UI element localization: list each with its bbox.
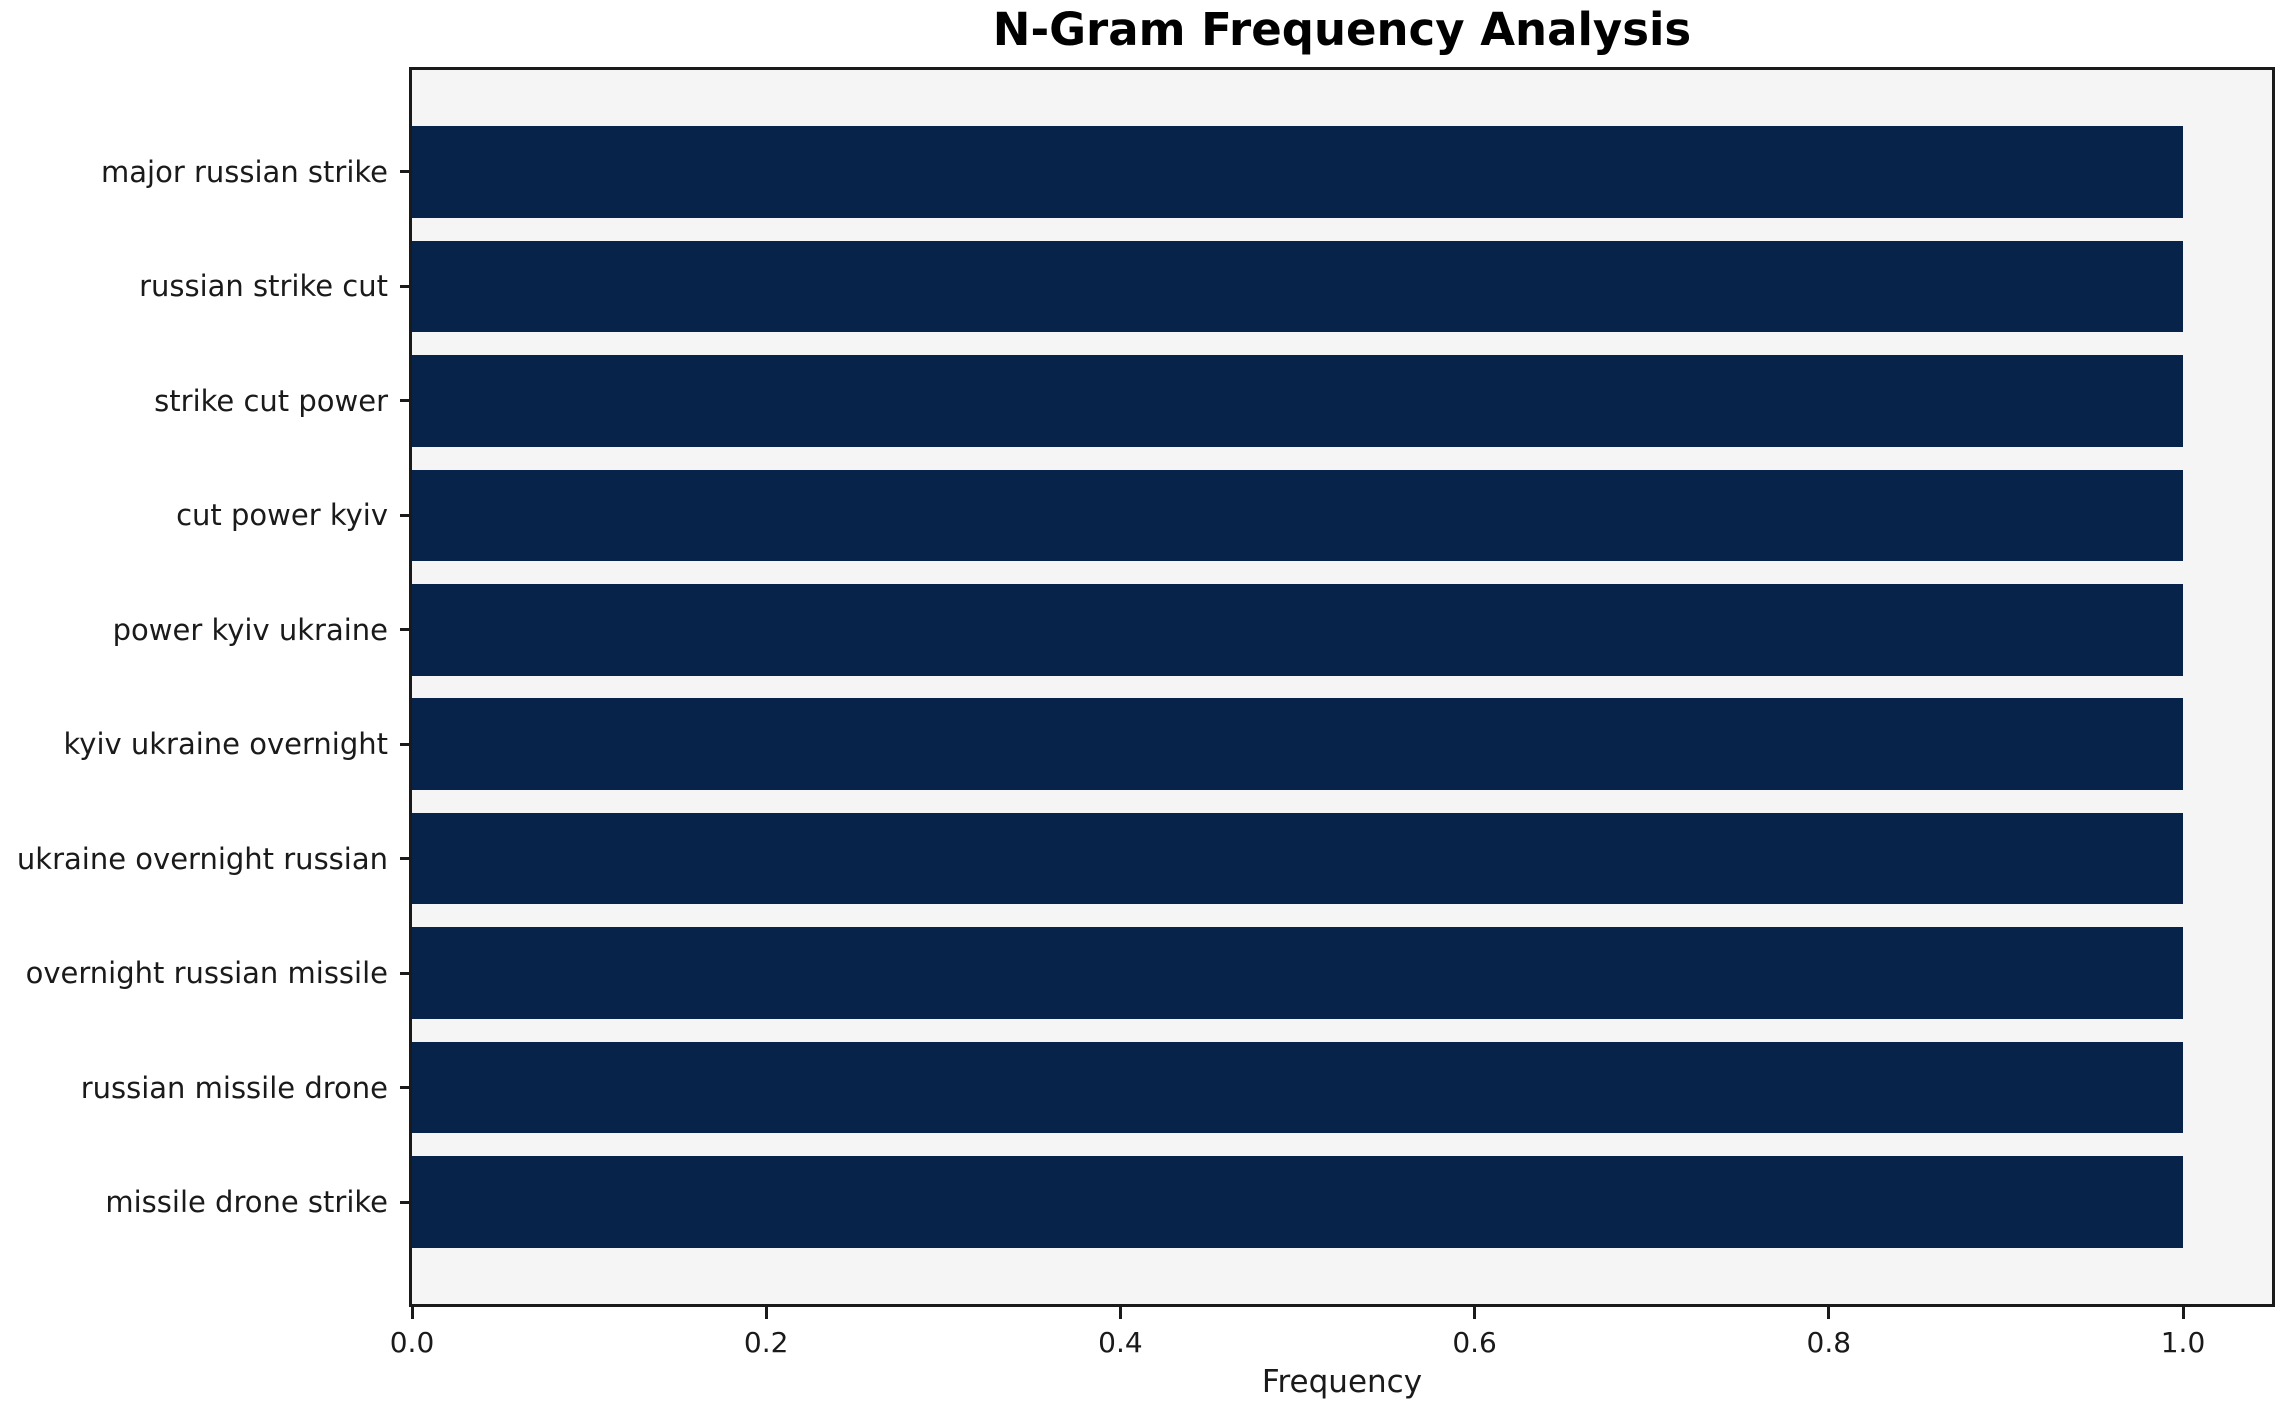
x-tick-label: 0.4 <box>1098 1326 1143 1359</box>
y-tick-label: strike cut power <box>154 383 388 418</box>
x-tick-mark <box>1827 1307 1831 1319</box>
x-tick-mark <box>2181 1307 2185 1319</box>
x-tick-label: 0.6 <box>1452 1326 1497 1359</box>
chart-title: N-Gram Frequency Analysis <box>992 3 1692 56</box>
y-tick-mark <box>400 971 412 975</box>
y-tick-label: russian strike cut <box>139 269 388 304</box>
y-tick-label: ukraine overnight russian <box>16 841 388 876</box>
x-tick-mark <box>1118 1307 1122 1319</box>
y-tick-label: cut power kyiv <box>176 498 388 533</box>
x-tick-label: 0.8 <box>1806 1326 1852 1359</box>
y-tick-label: kyiv ukraine overnight <box>63 727 388 762</box>
x-tick-label: 0.0 <box>389 1326 435 1359</box>
bar-major-russian-strike <box>412 126 2183 218</box>
y-tick-mark <box>400 742 412 746</box>
y-tick-label: russian missile drone <box>80 1070 388 1105</box>
bar-russian-strike-cut <box>412 240 2183 333</box>
y-tick-label: major russian strike <box>101 154 388 189</box>
bar-ukraine-overnight-russian <box>412 812 2183 905</box>
bar-kyiv-ukraine-overnight <box>412 698 2183 790</box>
x-tick-mark <box>1473 1307 1477 1319</box>
y-tick-label: missile drone strike <box>105 1185 388 1220</box>
bar-russian-missile-drone <box>412 1041 2183 1134</box>
x-axis-label: Frequency <box>1261 1364 1423 1400</box>
y-tick-mark <box>400 513 412 517</box>
x-tick-label: 1.0 <box>2160 1326 2206 1359</box>
y-tick-mark <box>400 1200 412 1204</box>
x-tick-mark <box>764 1307 768 1319</box>
y-tick-mark <box>400 1086 412 1090</box>
bar-cut-power-kyiv <box>412 469 2183 562</box>
y-tick-label: overnight russian missile <box>25 956 388 991</box>
x-tick-mark <box>410 1307 414 1319</box>
bar-overnight-russian-missile <box>412 927 2183 1019</box>
x-tick-label: 0.2 <box>743 1326 789 1359</box>
bar-strike-cut-power <box>412 355 2183 447</box>
y-tick-mark <box>400 170 412 174</box>
bar-missile-drone-strike <box>412 1156 2183 1248</box>
y-tick-mark <box>400 399 412 403</box>
bar-power-kyiv-ukraine <box>412 583 2183 676</box>
y-tick-label: power kyiv ukraine <box>112 612 388 647</box>
y-tick-mark <box>400 284 412 288</box>
y-tick-mark <box>400 857 412 861</box>
y-tick-mark <box>400 628 412 632</box>
